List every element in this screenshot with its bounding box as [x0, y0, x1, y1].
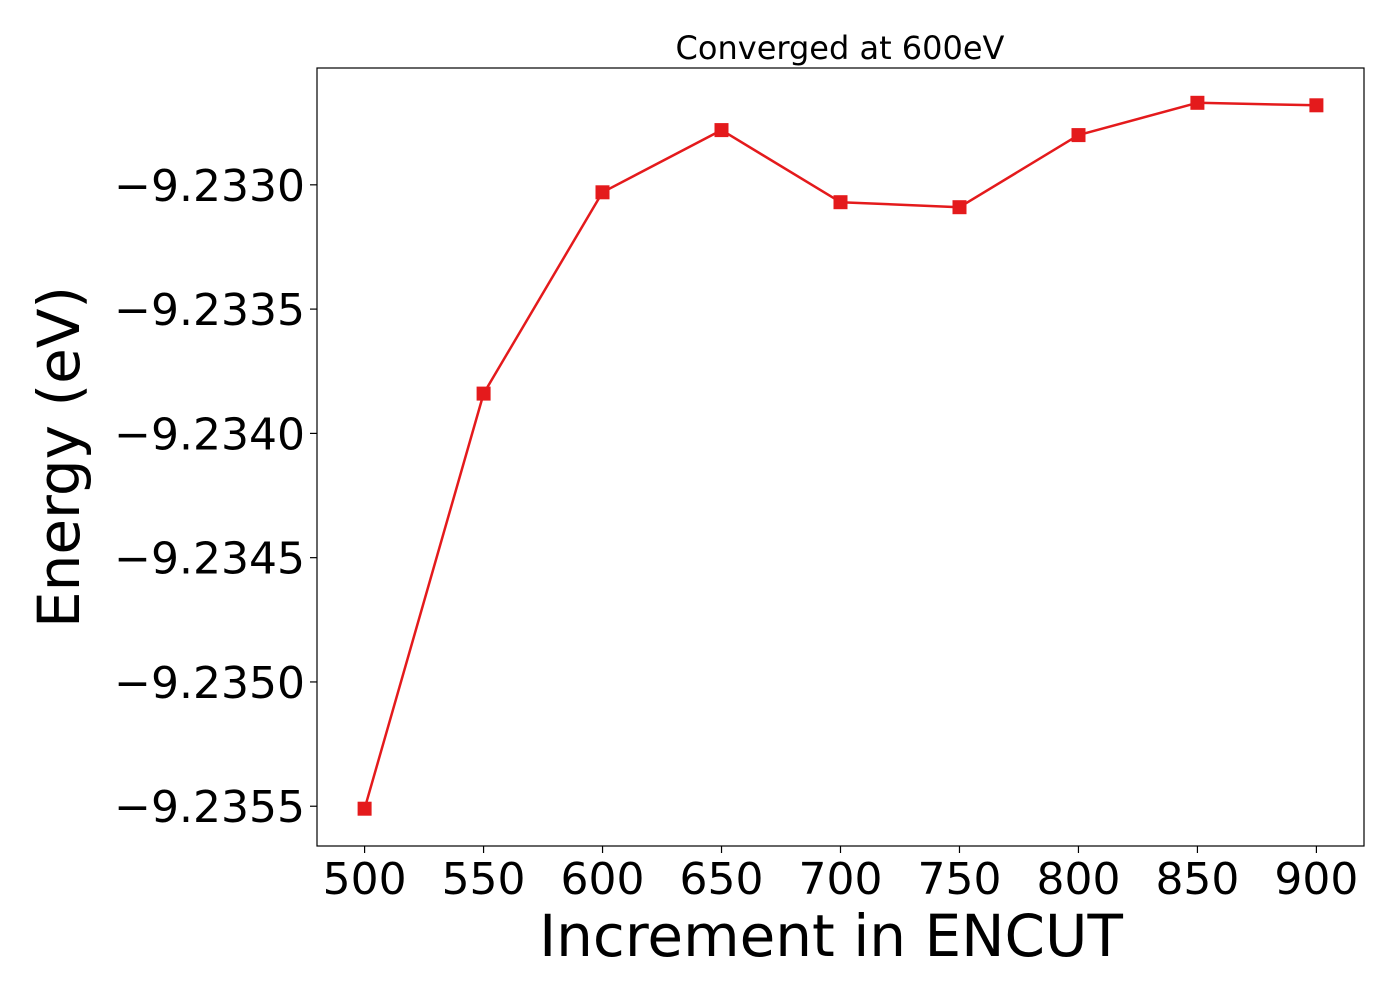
y-axis-ticks: −9.2355 −9.2350 −9.2345 −9.2340 −9.2335 −9.23… [114, 161, 317, 833]
x-tick-label: 800 [1036, 854, 1120, 905]
plot-frame [316, 67, 1365, 847]
x-tick-label: 850 [1155, 854, 1239, 905]
x-tick-label: 900 [1274, 854, 1358, 905]
data-point [1071, 128, 1086, 143]
y-axis-label: Energy (eV) [25, 286, 93, 628]
series-layer [357, 95, 1324, 816]
data-point [952, 200, 967, 215]
data-point [1190, 95, 1205, 110]
x-axis-label: Increment in ENCUT [539, 902, 1123, 970]
x-tick-label: 700 [799, 854, 883, 905]
y-tick-label: −9.2355 [114, 782, 305, 833]
y-tick-label: −9.2340 [114, 409, 305, 460]
data-point [595, 185, 610, 200]
x-tick-label: 500 [323, 854, 407, 905]
y-tick-label: −9.2330 [114, 161, 305, 212]
x-tick-label: 750 [917, 854, 1001, 905]
data-point [357, 801, 372, 816]
y-tick-label: −9.2335 [114, 285, 305, 336]
y-tick-label: −9.2345 [114, 534, 305, 585]
data-point [1309, 98, 1324, 113]
y-tick-label: −9.2350 [114, 658, 305, 709]
chart-title: Converged at 600eV [676, 29, 1005, 67]
x-tick-label: 650 [680, 854, 764, 905]
x-tick-label: 550 [442, 854, 526, 905]
x-tick-label: 600 [561, 854, 645, 905]
data-point [476, 386, 491, 401]
data-point [833, 195, 848, 210]
data-point [714, 123, 729, 138]
x-axis-ticks: 500 550 600 650 700 750 800 850 900 [323, 846, 1358, 905]
